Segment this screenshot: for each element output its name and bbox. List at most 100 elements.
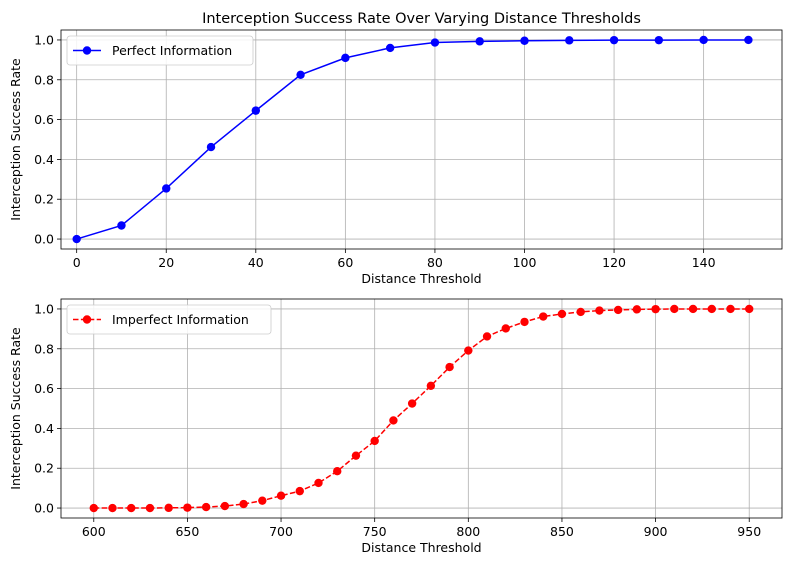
plot-frame: [60, 298, 783, 519]
chart-title: Interception Success Rate Over Varying D…: [202, 11, 641, 27]
x-axis-label: Distance Threshold: [361, 271, 481, 286]
x-tick-label: 40: [248, 255, 264, 270]
data-point: [370, 436, 379, 446]
legend: Imperfect Information: [66, 304, 272, 335]
data-point: [745, 304, 754, 314]
data-point: [89, 503, 98, 513]
data-point: [464, 346, 473, 355]
x-tick-label: 140: [692, 255, 716, 270]
x-tick-label: 750: [363, 524, 387, 539]
data-point: [201, 502, 211, 512]
y-tick-label: 0.8: [34, 341, 54, 356]
data-point: [482, 332, 492, 341]
y-tick-label: 0.8: [34, 72, 54, 87]
data-point: [565, 36, 574, 45]
legend: Perfect Information: [66, 35, 254, 66]
y-tick-label: 0.2: [34, 461, 54, 476]
legend-label: Perfect Information: [112, 43, 232, 58]
data-point: [239, 499, 248, 509]
y-axis-label: Interception Success Rate: [8, 327, 23, 490]
data-point: [145, 503, 155, 513]
y-tick-label: 0.4: [34, 421, 54, 436]
x-axis-label: Distance Threshold: [361, 540, 481, 555]
chart-panel-2: 600 650 700 750 800 850 900 950 0.0 0.2 0.4 0.6 0.8 1…: [8, 298, 783, 555]
data-point: [557, 309, 567, 319]
data-point: [475, 37, 484, 46]
data-point: [576, 307, 585, 317]
x-tick-label: 900: [644, 524, 668, 539]
data-point: [670, 304, 679, 314]
x-tick-label: 60: [337, 255, 353, 270]
x-tick-label: 650: [175, 524, 199, 539]
x-tick-label: 20: [158, 255, 174, 270]
data-point: [251, 106, 261, 115]
data-point: [539, 312, 548, 321]
data-point: [430, 38, 440, 47]
data-point: [385, 43, 395, 53]
x-tick-label: 800: [456, 524, 480, 539]
data-point: [707, 304, 716, 314]
x-tick-label: 700: [269, 524, 293, 539]
data-point: [258, 496, 267, 505]
y-tick-label: 0.0: [34, 232, 54, 247]
legend-box: [66, 304, 272, 335]
data-point: [654, 35, 664, 45]
data-point: [351, 451, 361, 460]
data-point: [445, 362, 454, 372]
data-point: [613, 305, 623, 315]
data-point: [726, 304, 735, 314]
y-axis-label: Interception Success Rate: [8, 58, 23, 221]
x-tick-label: 120: [602, 255, 626, 270]
y-tick-label: 0.2: [34, 192, 54, 207]
data-point: [183, 503, 192, 512]
data-point: [520, 317, 529, 327]
x-tick-label: 0: [73, 255, 81, 270]
x-tick-label: 600: [82, 524, 106, 539]
data-point: [220, 501, 230, 511]
data-point: [72, 234, 81, 244]
data-point: [296, 70, 305, 79]
data-point: [389, 416, 398, 425]
y-tick-label: 0.0: [34, 501, 54, 516]
legend-marker: [82, 46, 92, 55]
data-point: [595, 306, 604, 315]
x-tick-label: 850: [550, 524, 574, 539]
chart-panel-1: 0 20 40 60 80 100 120 140 0.0 0.2 0.4 0.6 0.8 1.0 Dist…: [8, 11, 783, 286]
data-point: [341, 53, 350, 63]
y-tick-label: 1.0: [34, 301, 54, 316]
data-point: [688, 304, 698, 314]
data-point: [699, 35, 708, 45]
data-point: [108, 503, 117, 513]
data-point: [295, 486, 304, 496]
plot-frame: [60, 29, 783, 250]
data-point: [501, 324, 510, 333]
data-point: [407, 399, 417, 408]
data-point: [276, 491, 286, 500]
y-tick-label: 0.6: [34, 381, 54, 396]
data-point: [314, 478, 323, 488]
data-point: [744, 35, 753, 45]
data-point: [127, 503, 136, 513]
x-tick-label: 950: [737, 524, 761, 539]
y-tick-label: 0.6: [34, 112, 54, 127]
data-point: [609, 35, 619, 45]
y-tick-label: 1.0: [34, 32, 54, 47]
x-tick-label: 80: [427, 255, 443, 270]
data-point: [117, 221, 126, 230]
data-point: [206, 142, 216, 152]
legend-label: Imperfect Information: [112, 312, 249, 327]
legend-marker: [82, 315, 92, 324]
series-line: [76, 39, 749, 240]
series-line: [93, 308, 750, 509]
y-tick-label: 0.4: [34, 152, 54, 167]
x-tick-label: 100: [513, 255, 537, 270]
legend-box: [66, 35, 254, 66]
data-point: [426, 381, 436, 391]
data-point: [333, 467, 342, 476]
data-point: [632, 305, 642, 314]
data-point: [651, 304, 660, 314]
data-point: [162, 184, 171, 193]
data-point: [520, 36, 529, 45]
